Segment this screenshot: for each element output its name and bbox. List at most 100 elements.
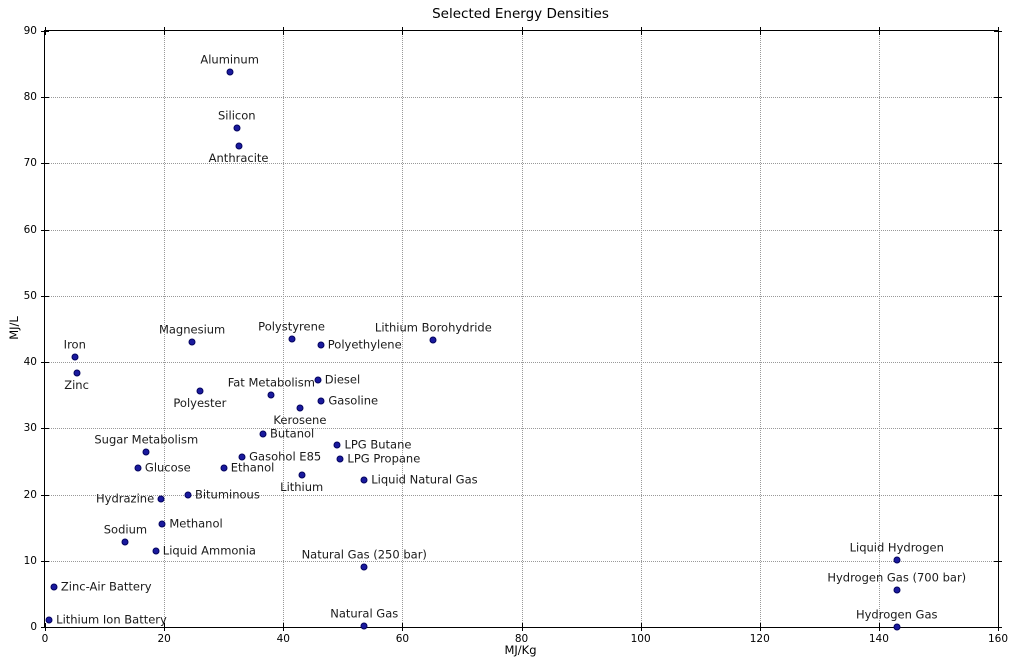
data-point [233, 124, 241, 132]
x-tick-label: 100 [630, 633, 651, 645]
x-gridline [759, 31, 761, 627]
x-tick-label: 80 [514, 633, 529, 645]
point-label: Butanol [269, 426, 315, 441]
y-tick [994, 627, 1002, 628]
plot-area: 0 20 40 60 80 100 120 140 160 0 10 20 30 40 50 60 70 80 90… [24, 25, 1008, 645]
y-tick [41, 560, 49, 562]
y-tick-label: 90 [23, 25, 37, 37]
point-label: Kerosene [273, 413, 327, 428]
point-label: Polyester [173, 396, 227, 411]
point-label: Zinc-Air Battery [60, 579, 152, 594]
y-gridline [45, 560, 998, 562]
data-point [238, 453, 246, 461]
y-gridline [45, 428, 998, 430]
x-axis-label: MJ/Kg [504, 643, 537, 657]
data-point [259, 430, 267, 438]
y-tick [994, 31, 1002, 32]
point-label: Lithium Borohydride [374, 319, 492, 334]
data-point [50, 583, 58, 591]
y-gridline [45, 97, 998, 99]
point-label: Fat Metabolism [227, 375, 315, 390]
point-label: Hydrogen Gas [855, 607, 938, 622]
y-tick-label: 80 [23, 91, 37, 104]
point-label: Diesel [324, 372, 361, 387]
y-tick-label: 50 [23, 289, 37, 302]
x-tick [164, 623, 166, 631]
x-tick [521, 623, 523, 631]
point-label: Liquid Natural Gas [371, 472, 478, 487]
x-tick-label: 160 [987, 633, 1009, 645]
data-point [288, 335, 296, 343]
data-point [893, 623, 901, 631]
data-point [134, 464, 142, 472]
data-point [336, 455, 344, 463]
x-tick-label: 140 [868, 633, 889, 645]
point-label: LPG Butane [344, 437, 412, 452]
x-tick-label: 0 [41, 633, 49, 645]
point-label: Natural Gas (250 bar) [301, 547, 427, 562]
data-point [267, 391, 275, 399]
point-label: Aluminum [200, 52, 259, 67]
x-tick [878, 27, 880, 35]
y-tick-label: 70 [23, 157, 37, 170]
point-label: Bituminous [194, 487, 260, 502]
y-gridline [45, 494, 998, 496]
point-label: Anthracite [208, 151, 269, 166]
data-point [184, 491, 192, 499]
y-gridline [45, 295, 998, 297]
data-point [360, 622, 368, 630]
y-tick [994, 362, 1002, 364]
y-tick-label: 60 [23, 223, 37, 236]
y-gridline [45, 163, 998, 165]
x-tick-label: 60 [395, 633, 410, 645]
y-tick [41, 31, 49, 32]
point-label: LPG Propane [347, 452, 421, 467]
data-point [298, 471, 306, 479]
data-point [121, 538, 129, 546]
x-gridline [164, 31, 166, 627]
point-label: Polyethylene [327, 337, 402, 352]
y-tick-label: 40 [23, 356, 37, 369]
data-point [188, 338, 196, 346]
y-tick [994, 229, 1002, 231]
y-tick [41, 163, 49, 165]
y-tick-label: 20 [23, 488, 37, 501]
y-tick-label: 10 [23, 554, 37, 567]
x-tick [640, 623, 642, 631]
point-label: Silicon [218, 108, 256, 123]
data-point [314, 376, 322, 384]
x-gridline [878, 31, 880, 627]
point-label: Hydrazine [96, 491, 155, 506]
y-tick [41, 229, 49, 231]
y-tick [994, 163, 1002, 165]
data-point [157, 495, 165, 503]
x-tick [283, 623, 285, 631]
y-axis-label: MJ/L [7, 316, 21, 340]
data-point [893, 586, 901, 594]
data-point [45, 616, 53, 624]
point-label: Hydrogen Gas (700 bar) [827, 570, 967, 585]
y-tick [994, 560, 1002, 562]
point-label: Lithium [280, 479, 324, 494]
x-tick [759, 27, 761, 35]
point-label: Magnesium [158, 322, 226, 337]
point-label: Liquid Ammonia [162, 543, 256, 558]
y-tick [41, 295, 49, 297]
x-tick [402, 27, 404, 35]
point-label: Sugar Metabolism [94, 432, 199, 447]
y-gridline [45, 229, 998, 231]
data-point [226, 68, 234, 76]
x-tick [878, 623, 880, 631]
point-label: Gasohol E85 [249, 450, 322, 465]
data-point [893, 556, 901, 564]
point-label: Liquid Hydrogen [849, 540, 944, 555]
x-tick [759, 623, 761, 631]
y-tick [41, 362, 49, 364]
point-label: Zinc [64, 377, 89, 392]
data-point [142, 448, 150, 456]
x-tick [640, 27, 642, 35]
data-point [196, 387, 204, 395]
point-label: Lithium Ion Battery [56, 613, 167, 628]
x-tick-label: 40 [276, 633, 290, 645]
